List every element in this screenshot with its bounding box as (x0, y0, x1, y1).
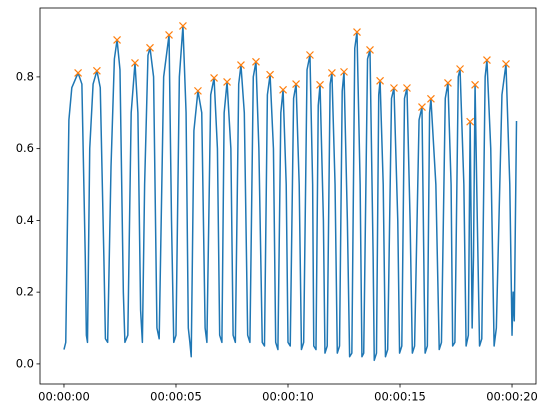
peak-marker (92, 66, 101, 75)
peak-marker (390, 84, 398, 92)
peak-marker (252, 57, 260, 66)
axes-frame (39, 7, 537, 385)
x-tick-label: 00:00:20 (486, 390, 538, 404)
y-tick-label: 0.6 (16, 141, 34, 155)
peak-marker (279, 85, 287, 94)
peak-marker (418, 103, 426, 111)
peak-marker (266, 70, 275, 79)
peak-marker (403, 84, 411, 92)
peak-marker (471, 80, 479, 89)
x-tick-label: 00:00:10 (262, 390, 314, 404)
peak-marker (366, 46, 374, 54)
peak-marker (316, 80, 324, 89)
peak-marker (131, 58, 139, 67)
peak-marker (376, 76, 385, 85)
peak-marker (146, 43, 154, 52)
peak-marker (74, 69, 83, 77)
peak-marker (237, 61, 245, 69)
peak-marker (327, 69, 336, 77)
peak-marker (306, 51, 314, 59)
peak-marker (179, 22, 187, 30)
x-tick-label: 00:00:00 (38, 390, 90, 404)
peak-marker (444, 79, 452, 87)
signal-line (63, 25, 518, 362)
peak-marker (210, 74, 218, 82)
peak-marker (502, 60, 510, 68)
y-tick-label: 0.8 (16, 69, 34, 83)
peak-marker (223, 77, 231, 86)
peak-marker (353, 28, 361, 36)
peak-marker (165, 30, 173, 39)
y-tick-label: 0.0 (16, 356, 34, 370)
y-tick-label: 0.4 (16, 213, 34, 227)
x-tick-label: 00:00:05 (150, 390, 202, 404)
y-tick-label: 0.2 (16, 285, 34, 299)
peak-marker (466, 117, 475, 126)
peak-marker (292, 80, 300, 88)
peak-marker (427, 94, 435, 103)
peak-marker (113, 36, 121, 44)
peak-marker (194, 86, 202, 95)
peak-marker (340, 67, 348, 76)
peak-marker (483, 56, 491, 64)
peak-marker (456, 65, 464, 73)
x-tick-label: 00:00:15 (374, 390, 426, 404)
